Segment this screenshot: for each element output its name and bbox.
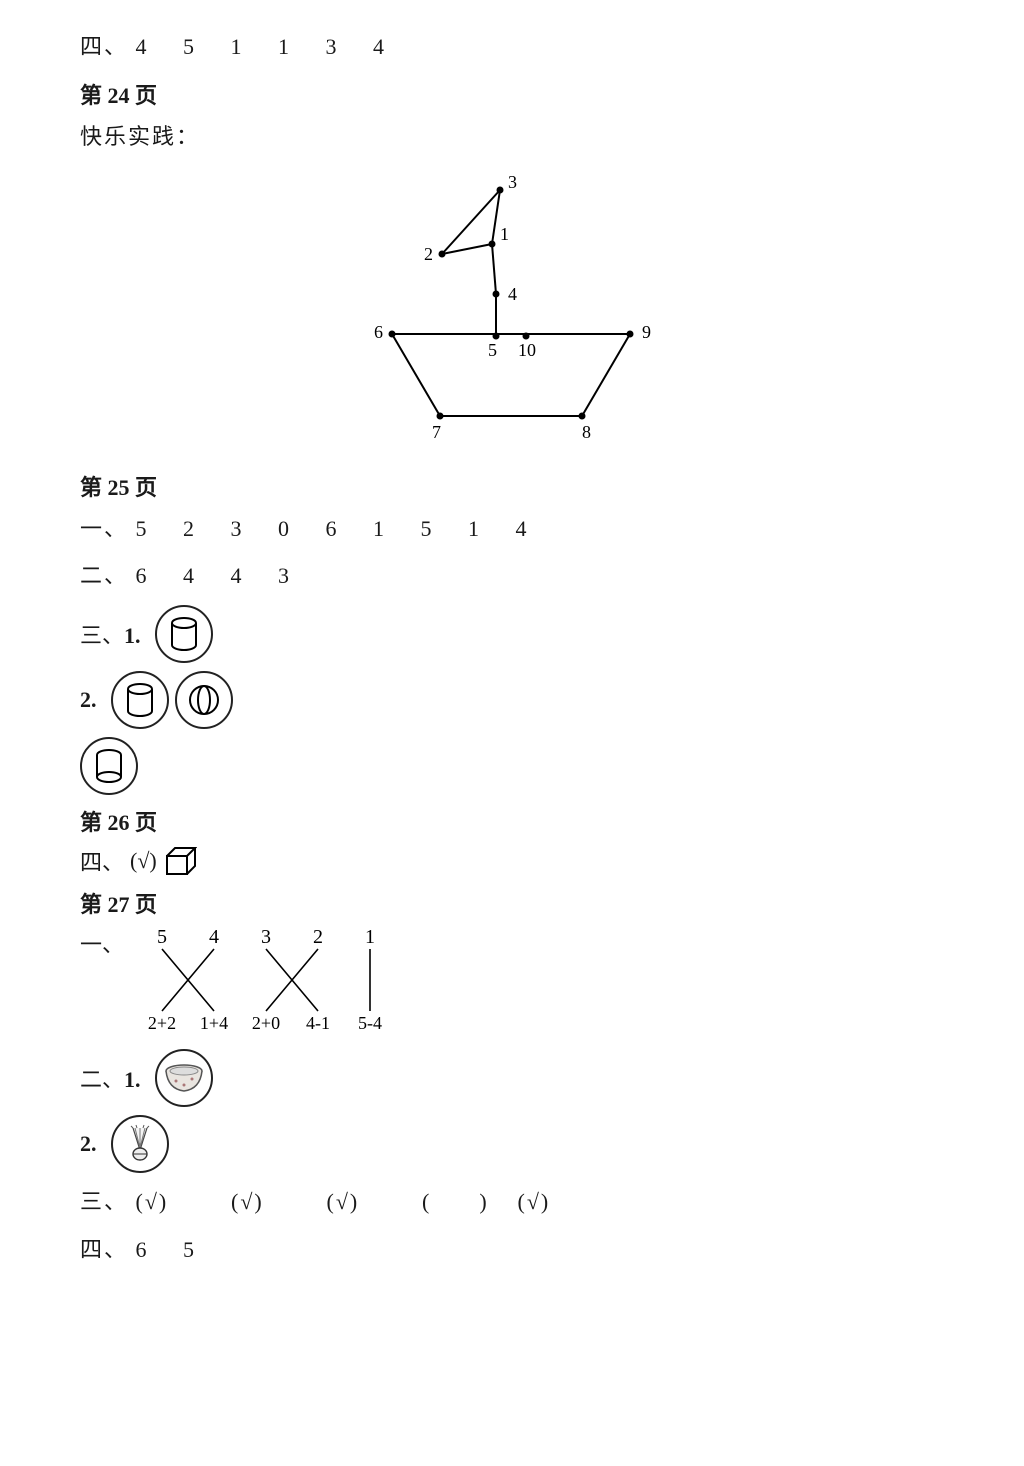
page24-subtitle: 快乐实践： (80, 116, 944, 158)
boat-diagram: 1 2 3 4 5 6 7 8 9 10 (282, 166, 742, 456)
p27-row2-item2: 2. (80, 1115, 944, 1173)
sphere-icon (175, 671, 233, 729)
cube-icon (163, 846, 197, 876)
p26-row: 四、 (√) (80, 845, 944, 877)
p27-row3: 三、 (√) (√) (√) ( ) (√) (80, 1181, 944, 1223)
svg-text:4-1: 4-1 (306, 1013, 330, 1033)
cylinder-icon (111, 671, 169, 729)
shuttlecock-icon (111, 1115, 169, 1173)
svg-text:10: 10 (518, 340, 536, 360)
svg-text:7: 7 (432, 422, 441, 442)
page25-heading: 第 25 页 (80, 470, 944, 502)
p25-row3-item2: 2. (80, 671, 944, 729)
svg-text:6: 6 (374, 322, 383, 342)
page27-heading: 第 27 页 (80, 887, 944, 919)
p27-cross: 一、 543212+21+42+04-15-4 (80, 925, 944, 1035)
svg-text:5: 5 (488, 340, 497, 360)
svg-text:3: 3 (261, 926, 271, 948)
svg-text:4: 4 (508, 284, 517, 304)
svg-text:3: 3 (508, 172, 517, 192)
cylinder-icon (155, 605, 213, 663)
answer-page: 四、 4 5 1 1 3 4 第 24 页 快乐实践： 12345678910 … (0, 0, 1024, 1317)
svg-text:5: 5 (157, 926, 167, 948)
p25-row3-item1: 三、1. (80, 605, 944, 663)
svg-text:2+0: 2+0 (252, 1013, 280, 1033)
svg-text:1+4: 1+4 (200, 1013, 228, 1033)
svg-text:2: 2 (424, 244, 433, 264)
cylinder-icon (80, 737, 138, 795)
top-answer-line: 四、 4 5 1 1 3 4 (80, 26, 944, 68)
svg-text:1: 1 (365, 926, 375, 948)
svg-text:2: 2 (313, 926, 323, 948)
svg-text:8: 8 (582, 422, 591, 442)
matching-diagram: 5 4 3 2 1 2+2 1+4 2+0 4-1 5-4 (142, 925, 462, 1035)
prefix: 四、 (80, 34, 128, 59)
svg-text:2+2: 2+2 (148, 1013, 176, 1033)
p27-row4: 四、 6 5 (80, 1229, 944, 1271)
svg-text:5-4: 5-4 (358, 1013, 382, 1033)
p25-row1: 一、 5 2 3 0 6 1 5 1 4 (80, 508, 944, 550)
svg-text:1: 1 (500, 224, 509, 244)
p27-row2-item1: 二、1. (80, 1049, 944, 1107)
p25-row2: 二、 6 4 4 3 (80, 555, 944, 597)
p25-row3-item2b (80, 737, 944, 795)
bowl-icon (155, 1049, 213, 1107)
page24-heading: 第 24 页 (80, 78, 944, 110)
svg-text:9: 9 (642, 322, 651, 342)
page26-heading: 第 26 页 (80, 805, 944, 837)
svg-text:4: 4 (209, 926, 219, 948)
boat-diagram-wrap: 1 2 3 4 5 6 7 8 9 10 (80, 166, 944, 456)
